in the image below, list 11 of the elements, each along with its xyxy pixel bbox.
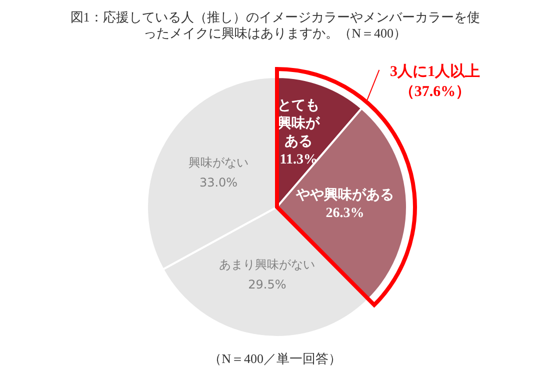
slice-label: やや興味がある [294,187,394,204]
data-label: 29.5% [248,277,286,292]
data-label: 33.0% [199,175,238,190]
slice-label: 興味がない [188,155,249,170]
slice-label: あまり興味がない [219,257,316,272]
text: （N＝400／単一回答） [208,351,342,366]
data-label: 11.3% [280,152,318,168]
data-label: 26.3% [326,206,364,222]
text: 3人に1人以上（37.6%） [390,63,480,100]
chart-title: 図1：応援している人（推し）のイメージカラーやメンバーカラーを使ったメイクに興味はありますか。（N＝400） [70,10,480,40]
slice-label: とても興味がある [276,98,321,150]
